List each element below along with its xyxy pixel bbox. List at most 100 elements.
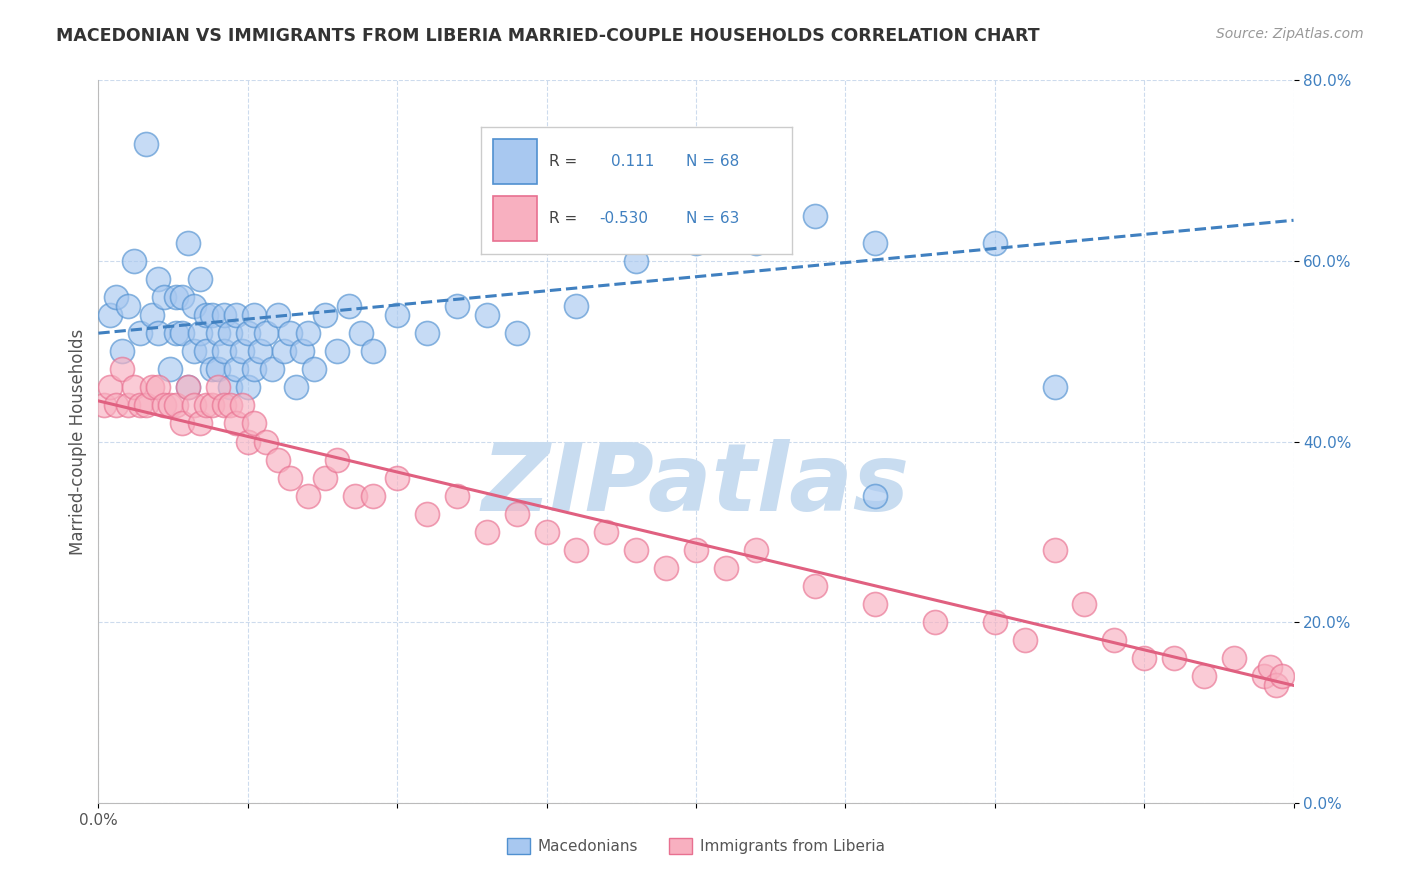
Point — [188, 272, 211, 286]
Point — [236, 434, 259, 449]
Point — [201, 398, 224, 412]
Point — [212, 344, 235, 359]
Point — [188, 417, 211, 431]
Point — [153, 290, 176, 304]
Point — [129, 398, 152, 412]
Point — [236, 380, 259, 394]
Point — [201, 308, 224, 322]
Point — [1043, 542, 1066, 557]
Point — [219, 398, 242, 412]
Point — [278, 471, 301, 485]
Point — [177, 235, 200, 250]
Point — [159, 398, 181, 412]
Point — [260, 362, 283, 376]
Point — [172, 290, 194, 304]
Point — [243, 417, 266, 431]
Point — [804, 579, 827, 593]
Point — [565, 542, 588, 557]
Point — [98, 380, 122, 394]
Point — [117, 398, 139, 412]
Point — [231, 344, 253, 359]
Point — [231, 398, 253, 412]
Point — [267, 452, 290, 467]
Point — [117, 299, 139, 313]
Point — [98, 308, 122, 322]
Point — [273, 344, 295, 359]
Point — [219, 380, 242, 394]
Point — [172, 326, 194, 340]
Point — [475, 524, 498, 539]
Point — [385, 471, 409, 485]
Point — [212, 398, 235, 412]
Text: ZIPatlas: ZIPatlas — [482, 439, 910, 531]
Point — [183, 398, 205, 412]
Point — [339, 299, 361, 313]
Point — [201, 362, 224, 376]
Point — [172, 417, 194, 431]
Point — [267, 308, 290, 322]
Point — [344, 489, 367, 503]
Point — [135, 398, 157, 412]
Point — [188, 326, 211, 340]
Point — [183, 299, 205, 313]
Point — [1133, 651, 1156, 665]
Point — [225, 308, 247, 322]
Text: Source: ZipAtlas.com: Source: ZipAtlas.com — [1216, 27, 1364, 41]
Point — [595, 524, 617, 539]
Point — [804, 209, 827, 223]
Point — [685, 542, 707, 557]
Point — [446, 299, 468, 313]
Point — [446, 489, 468, 503]
Point — [1223, 651, 1246, 665]
Point — [111, 344, 134, 359]
Point — [207, 326, 229, 340]
Text: MACEDONIAN VS IMMIGRANTS FROM LIBERIA MARRIED-COUPLE HOUSEHOLDS CORRELATION CHAR: MACEDONIAN VS IMMIGRANTS FROM LIBERIA MA… — [56, 27, 1040, 45]
Point — [475, 308, 498, 322]
Point — [315, 308, 337, 322]
Point — [207, 362, 229, 376]
Point — [506, 326, 529, 340]
Point — [865, 597, 887, 611]
Point — [1192, 669, 1215, 683]
Point — [924, 615, 946, 630]
Point — [416, 507, 439, 521]
Point — [363, 489, 385, 503]
Point — [195, 308, 218, 322]
Point — [714, 561, 737, 575]
Point — [416, 326, 439, 340]
Point — [148, 380, 170, 394]
Point — [165, 290, 187, 304]
Point — [1014, 633, 1036, 648]
Point — [148, 326, 170, 340]
Point — [315, 471, 337, 485]
Point — [685, 235, 707, 250]
Point — [212, 308, 235, 322]
Point — [183, 344, 205, 359]
Legend: Macedonians, Immigrants from Liberia: Macedonians, Immigrants from Liberia — [502, 832, 890, 860]
Point — [1163, 651, 1185, 665]
Point — [984, 235, 1007, 250]
Point — [195, 398, 218, 412]
Point — [254, 434, 277, 449]
Point — [865, 235, 887, 250]
Point — [278, 326, 301, 340]
Point — [626, 254, 648, 268]
Point — [148, 272, 170, 286]
Point — [195, 344, 218, 359]
Point — [159, 362, 181, 376]
Point — [284, 380, 307, 394]
Point — [135, 136, 157, 151]
Point — [745, 235, 768, 250]
Point — [655, 561, 678, 575]
Point — [1043, 380, 1066, 394]
Point — [93, 398, 115, 412]
Point — [105, 290, 128, 304]
Point — [536, 524, 558, 539]
Y-axis label: Married-couple Households: Married-couple Households — [69, 328, 87, 555]
Point — [363, 344, 385, 359]
Point — [236, 326, 259, 340]
Point — [385, 308, 409, 322]
Point — [141, 380, 163, 394]
Point — [225, 417, 247, 431]
Point — [165, 398, 187, 412]
